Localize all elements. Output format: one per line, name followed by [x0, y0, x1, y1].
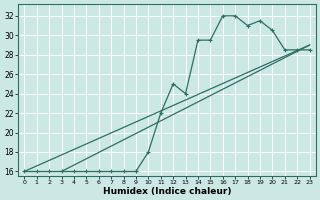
- X-axis label: Humidex (Indice chaleur): Humidex (Indice chaleur): [103, 187, 231, 196]
